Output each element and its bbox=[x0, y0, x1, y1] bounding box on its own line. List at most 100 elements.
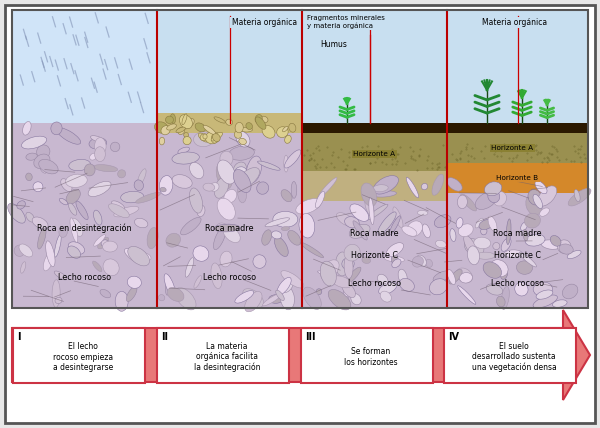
Text: Fragmentos minerales
y materia orgánica: Fragmentos minerales y materia orgánica bbox=[307, 15, 385, 29]
Ellipse shape bbox=[384, 256, 404, 262]
Ellipse shape bbox=[76, 201, 88, 220]
Ellipse shape bbox=[271, 231, 281, 239]
Ellipse shape bbox=[416, 255, 427, 267]
Ellipse shape bbox=[373, 185, 388, 192]
Ellipse shape bbox=[160, 187, 166, 192]
Text: Roca madre: Roca madre bbox=[205, 223, 254, 232]
Ellipse shape bbox=[377, 274, 388, 285]
Ellipse shape bbox=[351, 294, 361, 305]
Ellipse shape bbox=[265, 218, 290, 227]
Ellipse shape bbox=[194, 132, 214, 147]
Bar bbox=[447, 133, 588, 163]
Ellipse shape bbox=[200, 134, 208, 141]
Ellipse shape bbox=[217, 198, 235, 220]
Ellipse shape bbox=[68, 242, 85, 254]
Ellipse shape bbox=[95, 147, 106, 161]
Ellipse shape bbox=[40, 165, 47, 173]
Ellipse shape bbox=[277, 277, 291, 295]
Ellipse shape bbox=[167, 124, 176, 130]
Bar bbox=[157, 327, 289, 383]
Ellipse shape bbox=[84, 164, 95, 176]
Ellipse shape bbox=[296, 199, 321, 214]
Ellipse shape bbox=[303, 287, 322, 309]
Ellipse shape bbox=[398, 269, 407, 284]
Ellipse shape bbox=[553, 300, 567, 307]
Ellipse shape bbox=[389, 216, 400, 235]
Ellipse shape bbox=[533, 194, 542, 208]
Ellipse shape bbox=[199, 133, 208, 142]
Ellipse shape bbox=[26, 173, 32, 181]
Ellipse shape bbox=[362, 257, 371, 264]
Ellipse shape bbox=[98, 237, 109, 249]
Ellipse shape bbox=[32, 217, 48, 229]
Ellipse shape bbox=[245, 291, 262, 312]
Ellipse shape bbox=[373, 191, 397, 197]
Ellipse shape bbox=[239, 138, 247, 145]
Ellipse shape bbox=[220, 151, 233, 166]
Bar bbox=[157, 123, 302, 308]
Ellipse shape bbox=[320, 261, 337, 286]
Ellipse shape bbox=[276, 290, 284, 300]
Ellipse shape bbox=[365, 196, 374, 216]
Text: Roca madre: Roca madre bbox=[350, 229, 399, 238]
Ellipse shape bbox=[289, 123, 296, 132]
Ellipse shape bbox=[284, 135, 291, 143]
Ellipse shape bbox=[224, 190, 237, 203]
Ellipse shape bbox=[26, 153, 37, 160]
Bar bbox=[13, 327, 145, 383]
Ellipse shape bbox=[211, 131, 217, 137]
Ellipse shape bbox=[241, 127, 253, 132]
Bar bbox=[12, 123, 157, 308]
Text: Horizonte B: Horizonte B bbox=[496, 175, 539, 181]
Ellipse shape bbox=[284, 150, 301, 168]
Ellipse shape bbox=[59, 226, 67, 238]
Ellipse shape bbox=[317, 271, 344, 280]
Ellipse shape bbox=[406, 177, 419, 198]
Ellipse shape bbox=[124, 249, 142, 263]
Ellipse shape bbox=[255, 115, 262, 123]
Ellipse shape bbox=[273, 211, 298, 227]
Ellipse shape bbox=[461, 194, 476, 211]
Ellipse shape bbox=[533, 282, 553, 296]
Ellipse shape bbox=[170, 114, 176, 124]
Ellipse shape bbox=[299, 213, 315, 238]
Ellipse shape bbox=[178, 128, 185, 134]
Ellipse shape bbox=[166, 277, 171, 295]
Ellipse shape bbox=[56, 128, 81, 144]
Text: Humus: Humus bbox=[320, 40, 347, 49]
Ellipse shape bbox=[236, 131, 250, 147]
Ellipse shape bbox=[134, 180, 143, 190]
Ellipse shape bbox=[262, 125, 275, 138]
Ellipse shape bbox=[328, 289, 351, 310]
Ellipse shape bbox=[70, 218, 78, 242]
Bar bbox=[302, 123, 447, 308]
Ellipse shape bbox=[449, 269, 462, 284]
Ellipse shape bbox=[55, 297, 62, 303]
Ellipse shape bbox=[103, 259, 119, 276]
Text: IV: IV bbox=[448, 332, 459, 342]
Ellipse shape bbox=[476, 252, 495, 259]
Ellipse shape bbox=[526, 194, 542, 215]
Ellipse shape bbox=[474, 237, 491, 249]
Ellipse shape bbox=[197, 205, 205, 217]
Ellipse shape bbox=[110, 142, 120, 152]
Ellipse shape bbox=[182, 119, 194, 129]
Ellipse shape bbox=[112, 201, 125, 210]
Ellipse shape bbox=[523, 229, 528, 241]
Ellipse shape bbox=[59, 198, 68, 205]
Ellipse shape bbox=[568, 188, 591, 206]
Ellipse shape bbox=[262, 293, 282, 306]
Ellipse shape bbox=[493, 243, 500, 250]
Ellipse shape bbox=[479, 220, 493, 229]
Ellipse shape bbox=[210, 183, 219, 191]
Ellipse shape bbox=[521, 222, 527, 231]
Ellipse shape bbox=[88, 181, 111, 196]
Ellipse shape bbox=[349, 224, 370, 238]
Ellipse shape bbox=[212, 134, 220, 142]
Text: Horizonte A: Horizonte A bbox=[353, 151, 395, 157]
Ellipse shape bbox=[524, 213, 541, 228]
Ellipse shape bbox=[528, 190, 542, 205]
Ellipse shape bbox=[574, 190, 580, 202]
Ellipse shape bbox=[203, 134, 207, 139]
Ellipse shape bbox=[331, 276, 352, 288]
